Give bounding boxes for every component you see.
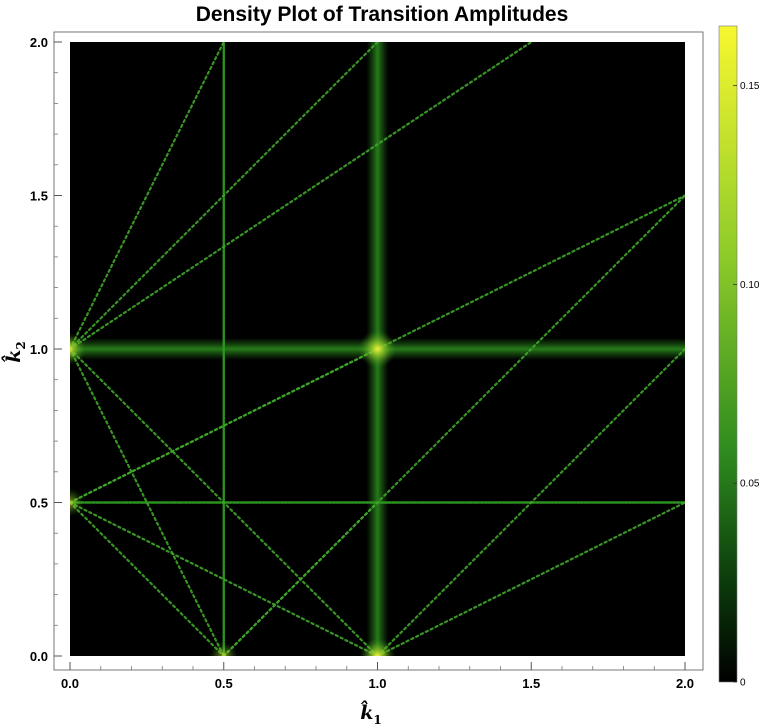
x-axis-ticks: 0.0 0.5 1.0 1.5 2.0 [61, 662, 694, 691]
amplitude-line-3 [70, 42, 379, 351]
x-tick-label: 1.0 [368, 676, 386, 691]
x-axis-label-main: k̂ [360, 700, 374, 724]
colorbar [718, 25, 738, 683]
y-tick-label: 0.0 [30, 649, 48, 664]
amplitude-line-6 [70, 347, 379, 504]
y-axis-label: k̂2 [1, 341, 28, 363]
x-axis-label: k̂1 [360, 700, 382, 727]
y-tick-label: 1.5 [30, 189, 48, 204]
x-tick-label: 0.0 [61, 676, 79, 691]
x-tick-label: 1.5 [522, 676, 540, 691]
hot-spot-2 [70, 333, 86, 365]
colorbar-tick-label: 0.15 [740, 81, 760, 92]
hot-spot-3 [70, 488, 85, 517]
amplitude-line-11 [70, 501, 225, 656]
amplitude-line-4 [70, 42, 533, 351]
x-tick-label: 2.0 [676, 676, 694, 691]
colorbar-ticks: 0 0.05 0.10 0.15 [733, 81, 760, 689]
amplitude-line-12 [70, 501, 379, 656]
amplitude-line-8 [376, 347, 685, 656]
heatmap-features [70, 42, 685, 656]
y-axis-label-sub: 2 [14, 341, 28, 349]
chart-title: Density Plot of Transition Amplitudes [196, 3, 569, 26]
amplitude-line-13 [222, 501, 379, 656]
y-tick-label: 2.0 [30, 35, 48, 50]
x-tick-label: 0.5 [215, 676, 233, 691]
y-tick-label: 0.5 [30, 496, 48, 511]
hot-spot-1 [359, 638, 396, 656]
y-tick-label: 1.0 [30, 342, 48, 357]
x-axis-label-sub: 1 [373, 713, 381, 727]
y-axis-ticks: 0.0 0.5 1.0 1.5 2.0 [30, 35, 62, 664]
colorbar-tick-label: 0 [740, 678, 746, 689]
colorbar-tick-label: 0.05 [740, 479, 760, 490]
amplitude-line-2 [70, 42, 225, 351]
hot-spot-4 [209, 641, 238, 656]
y-axis-label-main: k̂ [1, 350, 25, 364]
amplitude-line-9 [70, 347, 379, 656]
colorbar-tick-label: 0.10 [740, 280, 760, 291]
hot-spot-0 [358, 330, 397, 368]
plot-frame [53, 31, 704, 671]
amplitude-line-10 [70, 347, 225, 656]
amplitude-line-14 [376, 501, 685, 656]
